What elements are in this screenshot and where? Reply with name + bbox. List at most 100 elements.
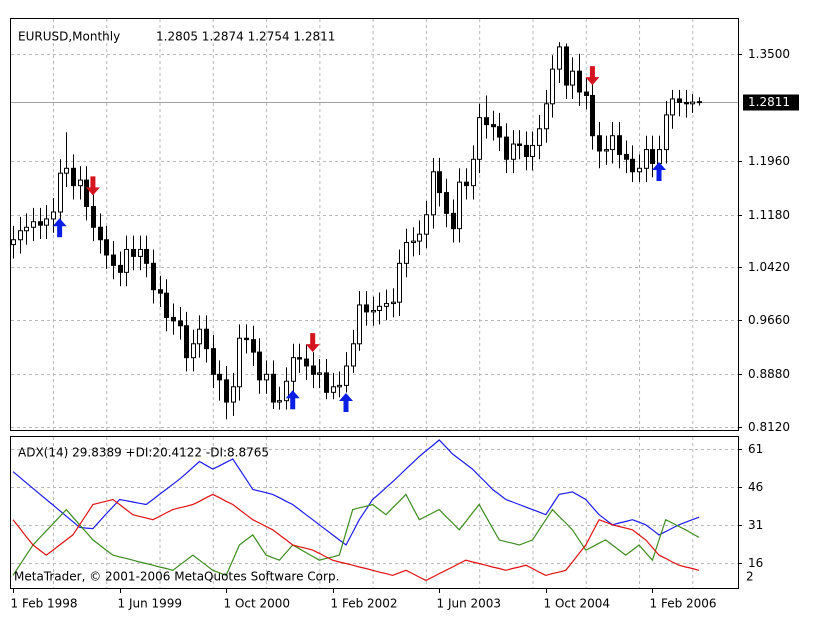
candle-body: [91, 205, 96, 228]
indicator-line: [12, 439, 700, 546]
candle-body: [18, 230, 23, 241]
candle-body: [284, 380, 289, 402]
signal-arrow-up: [285, 390, 300, 410]
candle-body: [417, 233, 422, 242]
candle-body: [464, 181, 469, 187]
candle-body: [584, 91, 589, 96]
candle-body: [344, 365, 349, 386]
adx-panel: [10, 436, 739, 589]
candle-body: [617, 135, 622, 155]
candle-body: [264, 373, 269, 381]
candle-body: [71, 167, 76, 187]
x-tick-label: 1 Oct 2000: [224, 597, 291, 611]
candle-body: [171, 316, 176, 322]
candle-body: [524, 144, 529, 158]
candle-body: [544, 103, 549, 130]
candle-body: [477, 117, 482, 160]
chart-title: EURUSD,Monthly: [18, 30, 120, 44]
watermark: MetaTrader, © 2001-2006 MetaQuotes Softw…: [14, 570, 339, 584]
y-tick-label: 0.8880: [748, 367, 790, 381]
candle-body: [271, 373, 276, 403]
candle-body: [151, 262, 156, 291]
signal-arrow-up: [652, 162, 667, 182]
x-tick-label: 1 Jun 2003: [437, 597, 502, 611]
candle-body: [44, 218, 49, 226]
candle-body: [124, 248, 129, 273]
candle-body: [511, 143, 516, 160]
signal-arrow-down: [305, 333, 320, 353]
candle-body: [11, 239, 16, 246]
y-tick-label: 1.1960: [748, 154, 790, 168]
y-tick-label: 1.0420: [748, 260, 790, 274]
x-tick-label: 1 Jun 1999: [118, 597, 183, 611]
indicator-line: [12, 493, 700, 577]
candle-body: [451, 212, 456, 230]
candle-body: [38, 221, 43, 226]
candle-body: [484, 117, 489, 126]
candle-body: [677, 98, 682, 103]
candle-body: [371, 309, 376, 313]
candle-body: [31, 221, 36, 228]
candle-body: [337, 384, 342, 388]
candle-body: [684, 101, 689, 105]
x-tick-label: 1 Oct 2004: [544, 597, 611, 611]
candle-body: [111, 254, 116, 266]
candle-body: [637, 167, 642, 173]
y-tick-label: 16: [748, 556, 763, 570]
candle-body: [411, 240, 416, 244]
y-tick-label: 61: [748, 442, 763, 456]
candle-body: [564, 46, 569, 86]
candle-body: [437, 171, 442, 194]
indicator-line: [12, 493, 700, 582]
candle-body: [457, 181, 462, 230]
candle-body: [537, 128, 542, 146]
candle-body: [257, 351, 262, 381]
candle-body: [304, 358, 309, 367]
candle-body: [557, 46, 562, 70]
candle-body: [391, 301, 396, 305]
candle-body: [650, 149, 655, 164]
candle-body: [404, 242, 409, 264]
candle-body: [504, 136, 509, 160]
candle-body: [224, 379, 229, 403]
candle-body: [138, 248, 143, 257]
candle-body: [231, 386, 236, 403]
candle-body: [217, 373, 222, 381]
candle-body: [517, 143, 522, 146]
candle-body: [197, 328, 202, 345]
candle-body: [610, 135, 615, 151]
candle-body: [351, 343, 356, 367]
candle-body: [184, 325, 189, 359]
candle-body: [317, 372, 322, 375]
candle-body: [191, 343, 196, 359]
signal-arrow-up: [339, 393, 353, 413]
x-tick-label: 1 Feb 1998: [11, 597, 78, 611]
candle-body: [237, 337, 242, 388]
candle-body: [644, 149, 649, 169]
indicator-title: ADX(14) 29.8389 +DI:20.4122 -DI:8.8765: [18, 446, 269, 460]
candle-body: [251, 339, 256, 353]
price-panel: [10, 18, 739, 431]
candle-body: [118, 264, 123, 273]
candle-body: [24, 226, 29, 232]
last-price-box: [743, 94, 799, 111]
candle-body: [444, 192, 449, 214]
candle-body: [211, 348, 216, 375]
candle-body: [384, 303, 389, 307]
candle-body: [577, 70, 582, 93]
candle-body: [491, 124, 496, 128]
candle-body: [331, 386, 336, 393]
candle-body: [597, 135, 602, 152]
candle-body: [84, 179, 89, 207]
y-tick-label: 46: [748, 480, 763, 494]
candle-body: [590, 94, 595, 137]
candle-body: [98, 226, 103, 241]
candle-body: [178, 320, 183, 327]
candle-body: [291, 357, 296, 382]
candle-body: [277, 400, 282, 403]
candle-body: [624, 153, 629, 160]
candle-body: [471, 158, 476, 187]
candle-body: [158, 289, 163, 294]
